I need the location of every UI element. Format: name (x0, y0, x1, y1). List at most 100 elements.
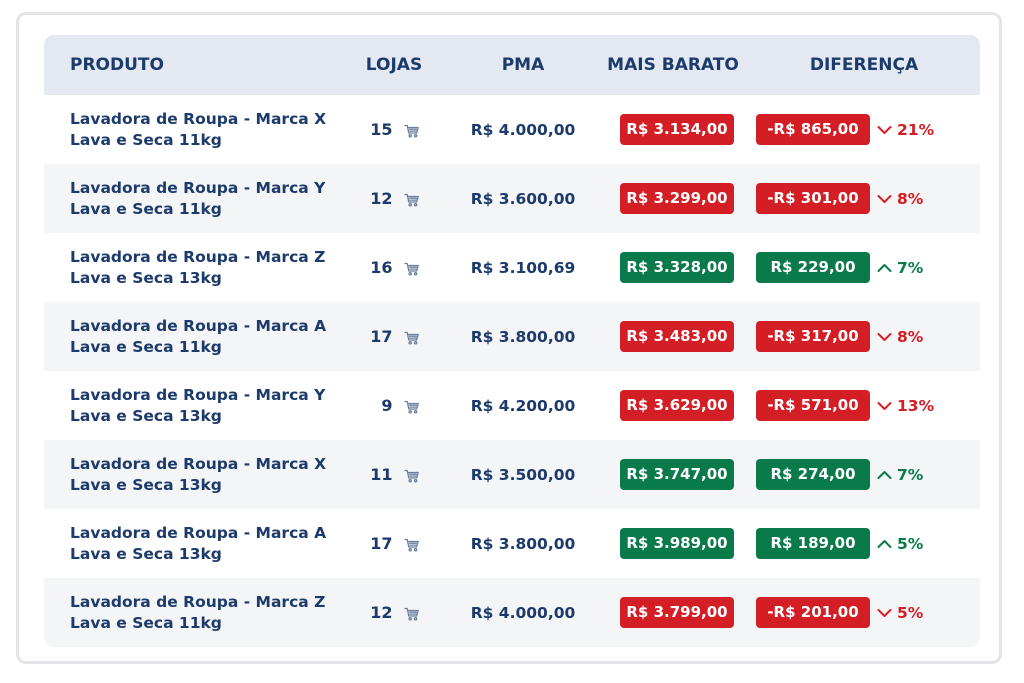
product-name[interactable]: Lavadora de Roupa - Marca X Lava e Seca 1… (70, 454, 340, 496)
pma-cell: R$ 3.800,00 (448, 535, 598, 553)
pma-cell: R$ 3.600,00 (448, 190, 598, 208)
lojas-count: 17 (370, 534, 393, 553)
table-row[interactable]: Lavadora de Roupa - Marca Y Lava e Seca 1… (44, 164, 980, 233)
product-name[interactable]: Lavadora de Roupa - Marca Y Lava e Seca 1… (70, 178, 340, 220)
trend-indicator: 8% (877, 190, 923, 208)
table-row[interactable]: Lavadora de Roupa - Marca A Lava e Seca 1… (44, 509, 980, 578)
trend-indicator: 21% (877, 121, 934, 139)
mais-barato-badge: R$ 3.134,00 (620, 114, 734, 145)
product-cell: Lavadora de Roupa - Marca X Lava e Seca 1… (44, 454, 340, 496)
cart-icon[interactable] (403, 468, 420, 483)
table-row[interactable]: Lavadora de Roupa - Marca Y Lava e Seca 1… (44, 371, 980, 440)
diferenca-badge: -R$ 865,00 (756, 114, 870, 145)
product-line-2: Lava e Seca 13kg (70, 406, 222, 425)
cart-icon[interactable] (403, 537, 420, 552)
header-diferenca[interactable]: DIFERENÇA (809, 55, 919, 75)
diferenca-badge: R$ 229,00 (756, 252, 870, 283)
header-mais-barato[interactable]: MAIS BARATO (607, 55, 739, 75)
product-line-1: Lavadora de Roupa - Marca Z (70, 592, 326, 611)
product-name[interactable]: Lavadora de Roupa - Marca X Lava e Seca 1… (70, 109, 340, 151)
header-produto[interactable]: PRODUTO (70, 55, 164, 75)
product-line-1: Lavadora de Roupa - Marca Z (70, 247, 326, 266)
product-name[interactable]: Lavadora de Roupa - Marca A Lava e Seca 1… (70, 523, 340, 565)
table-row[interactable]: Lavadora de Roupa - Marca X Lava e Seca 1… (44, 95, 980, 164)
cart-icon[interactable] (403, 192, 420, 207)
product-line-2: Lava e Seca 11kg (70, 613, 222, 632)
table-row[interactable]: Lavadora de Roupa - Marca Z Lava e Seca 1… (44, 578, 980, 647)
chevron-down-icon (877, 194, 897, 204)
product-name[interactable]: Lavadora de Roupa - Marca Y Lava e Seca 1… (70, 385, 340, 427)
product-line-2: Lava e Seca 13kg (70, 475, 222, 494)
lojas-cell: 12 (340, 189, 448, 208)
cart-icon[interactable] (403, 261, 420, 276)
percent-change: 5% (897, 603, 924, 622)
product-line-2: Lava e Seca 13kg (70, 544, 222, 563)
product-name[interactable]: Lavadora de Roupa - Marca A Lava e Seca 1… (70, 316, 340, 358)
mais-barato-cell: R$ 3.134,00 (598, 114, 748, 145)
table-row[interactable]: Lavadora de Roupa - Marca A Lava e Seca 1… (44, 302, 980, 371)
table-header: PRODUTO LOJAS PMA MAIS BARATO DIFERENÇA (44, 35, 980, 95)
table-body: Lavadora de Roupa - Marca X Lava e Seca 1… (44, 95, 980, 647)
lojas-count: 15 (370, 120, 393, 139)
chevron-down-icon (877, 332, 897, 342)
pma-value: R$ 3.800,00 (470, 534, 576, 553)
product-line-1: Lavadora de Roupa - Marca X (70, 109, 327, 128)
table-row[interactable]: Lavadora de Roupa - Marca Z Lava e Seca 1… (44, 233, 980, 302)
chevron-down-icon (877, 125, 897, 135)
diferenca-cell: -R$ 571,00 13% (748, 390, 980, 421)
product-cell: Lavadora de Roupa - Marca X Lava e Seca 1… (44, 109, 340, 151)
lojas-count: 9 (381, 396, 393, 415)
trend-indicator: 5% (877, 535, 923, 553)
lojas-count: 12 (370, 189, 393, 208)
pma-cell: R$ 4.200,00 (448, 397, 598, 415)
cart-icon[interactable] (403, 606, 420, 621)
lojas-cell: 17 (340, 534, 448, 553)
product-name[interactable]: Lavadora de Roupa - Marca Z Lava e Seca 1… (70, 592, 340, 634)
lojas-count: 12 (370, 603, 393, 622)
mais-barato-cell: R$ 3.328,00 (598, 252, 748, 283)
diferenca-badge: R$ 274,00 (756, 459, 870, 490)
header-pma[interactable]: PMA (501, 55, 545, 75)
header-lojas[interactable]: LOJAS (365, 55, 423, 75)
percent-change: 5% (897, 534, 924, 553)
diferenca-badge: -R$ 571,00 (756, 390, 870, 421)
pma-value: R$ 4.200,00 (470, 396, 576, 415)
product-cell: Lavadora de Roupa - Marca Z Lava e Seca 1… (44, 592, 340, 634)
lojas-cell: 15 (340, 120, 448, 139)
product-name[interactable]: Lavadora de Roupa - Marca Z Lava e Seca 1… (70, 247, 340, 289)
product-cell: Lavadora de Roupa - Marca Z Lava e Seca 1… (44, 247, 340, 289)
diferenca-cell: -R$ 865,00 21% (748, 114, 980, 145)
pma-value: R$ 3.100,69 (470, 258, 576, 277)
cart-icon[interactable] (403, 330, 420, 345)
table-row[interactable]: Lavadora de Roupa - Marca X Lava e Seca 1… (44, 440, 980, 509)
product-line-2: Lava e Seca 11kg (70, 199, 222, 218)
lojas-cell: 16 (340, 258, 448, 277)
product-line-1: Lavadora de Roupa - Marca Y (70, 385, 326, 404)
pma-cell: R$ 3.100,69 (448, 259, 598, 277)
percent-change: 8% (897, 327, 924, 346)
chevron-down-icon (877, 401, 897, 411)
cart-icon[interactable] (403, 399, 420, 414)
pma-cell: R$ 4.000,00 (448, 604, 598, 622)
diferenca-cell: R$ 189,00 5% (748, 528, 980, 559)
cart-icon[interactable] (403, 123, 420, 138)
product-cell: Lavadora de Roupa - Marca Y Lava e Seca 1… (44, 385, 340, 427)
product-line-2: Lava e Seca 11kg (70, 130, 222, 149)
diferenca-cell: -R$ 201,00 5% (748, 597, 980, 628)
mais-barato-badge: R$ 3.629,00 (620, 390, 734, 421)
trend-indicator: 7% (877, 466, 923, 484)
pma-value: R$ 3.600,00 (470, 189, 576, 208)
diferenca-cell: -R$ 317,00 8% (748, 321, 980, 352)
percent-change: 21% (897, 120, 935, 139)
diferenca-cell: R$ 274,00 7% (748, 459, 980, 490)
lojas-cell: 12 (340, 603, 448, 622)
pma-value: R$ 4.000,00 (470, 603, 576, 622)
product-line-1: Lavadora de Roupa - Marca A (70, 316, 327, 335)
product-cell: Lavadora de Roupa - Marca Y Lava e Seca 1… (44, 178, 340, 220)
diferenca-badge: -R$ 317,00 (756, 321, 870, 352)
trend-indicator: 13% (877, 397, 934, 415)
lojas-cell: 17 (340, 327, 448, 346)
trend-indicator: 5% (877, 604, 923, 622)
product-line-1: Lavadora de Roupa - Marca Y (70, 178, 326, 197)
diferenca-cell: R$ 229,00 7% (748, 252, 980, 283)
